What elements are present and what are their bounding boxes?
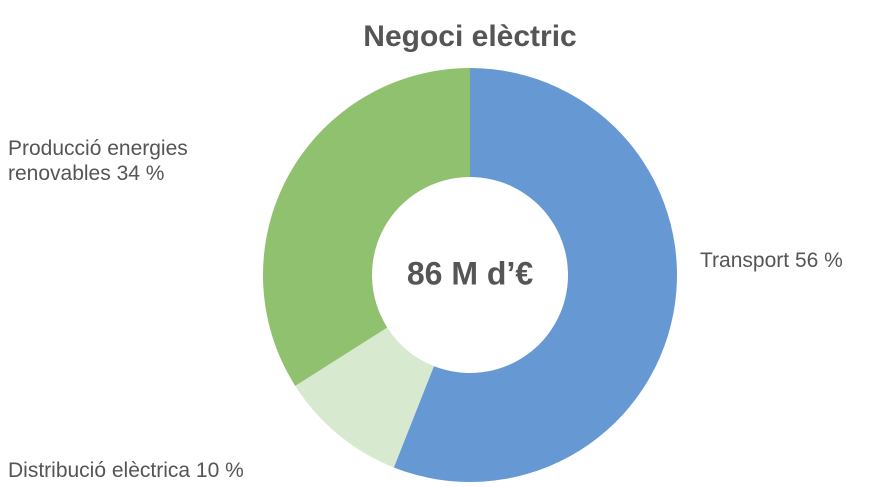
category-label: Producció energies renovables — [8, 137, 188, 185]
chart-title: Negoci elèctric — [363, 20, 576, 53]
slice — [295, 327, 434, 468]
value-label: 10 % — [195, 459, 244, 482]
slice — [263, 68, 470, 386]
slice-label: Producció energies renovables 34 % — [8, 136, 253, 186]
category-label: Distribució elèctrica — [8, 459, 191, 482]
slice-label: Transport 56 % — [700, 248, 843, 273]
value-label: 34 % — [116, 162, 165, 185]
slice-label: Distribució elèctrica 10 % — [8, 458, 244, 483]
category-label: Transport — [700, 249, 790, 272]
center-label: 86 M d’€ — [407, 255, 533, 291]
slice — [393, 68, 677, 483]
slices — [263, 68, 677, 483]
value-label: 56 % — [794, 249, 843, 272]
